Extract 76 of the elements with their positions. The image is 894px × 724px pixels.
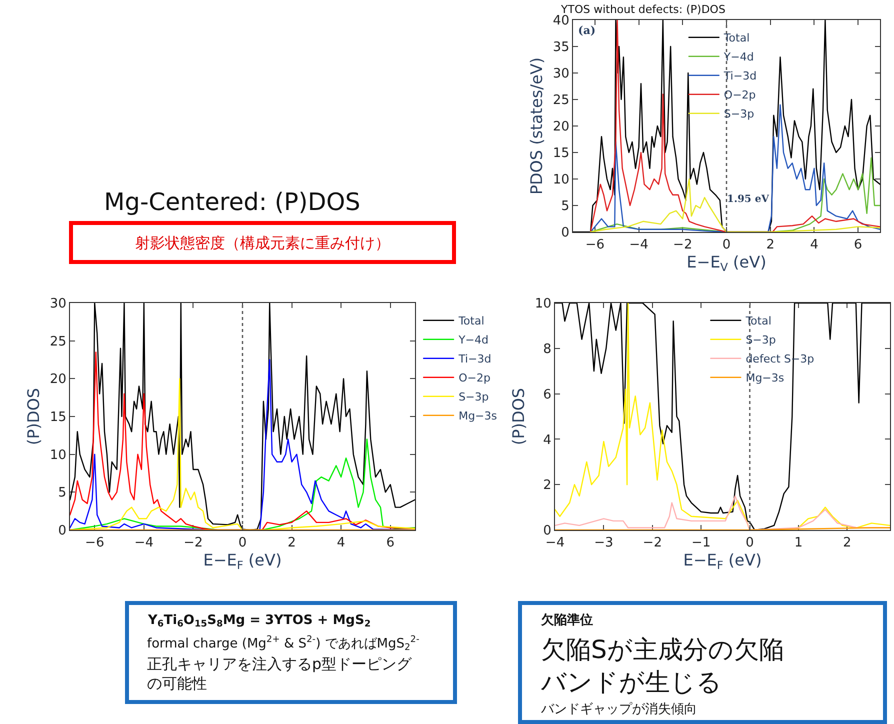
line-series [70, 438, 415, 530]
legend-label: Total [744, 314, 772, 328]
y-axis-title: (P)DOS [508, 388, 528, 446]
x-tick-label: 2 [843, 536, 852, 551]
line-series [70, 303, 415, 530]
x-tick-label: −3 [594, 536, 614, 551]
x-tick-label: 2 [288, 536, 296, 551]
x-tick-label: 0 [238, 536, 247, 551]
y-tick-label: 20 [50, 372, 66, 388]
annotation: (a) [578, 24, 596, 37]
y-tick-label: 15 [552, 146, 570, 162]
y-tick-label: 35 [552, 40, 570, 56]
y-tick-label: 40 [552, 14, 570, 29]
y-tick-label: 30 [50, 296, 66, 312]
x-tick-label: 4 [336, 536, 346, 551]
legend-label: O−2p [724, 88, 756, 102]
y-tick-label: 8 [543, 342, 552, 357]
x-tick-label: −2 [673, 238, 692, 253]
y-axis-title: (P)DOS [24, 388, 43, 446]
text: バンドギャップが消失傾向 [540, 702, 697, 717]
legend-label: O−2p [458, 372, 490, 385]
x-axis-title: E−E$_{V}$ (eV) [686, 252, 766, 274]
x-tick-label: 2 [766, 238, 774, 253]
y-tick-label: 10 [552, 172, 570, 188]
text: 欠陥Sが主成分の欠陥バンドが生じる [540, 635, 784, 696]
x-tick-label: −2 [184, 536, 203, 551]
x-tick-label: 0 [722, 238, 731, 253]
x-axis-title: E−E$_{F}$ (eV) [683, 550, 762, 572]
y-tick-label: 0 [58, 524, 66, 539]
line-series [590, 104, 880, 232]
chart-title: Mg-Centered: (P)DOS [104, 188, 360, 216]
x-tick-label: 1 [794, 536, 803, 551]
x-axis-title: E−E$_{F}$ (eV) [203, 550, 282, 572]
x-tick-label: 6 [854, 238, 862, 253]
x-tick-label: −6 [85, 536, 104, 551]
chart-title: Y$_{6}$Ti$_{6}$O$_{15}$S$_{8}$Mg = 3YTOS + MgS$_{2}$ [148, 613, 371, 630]
legend-label: S−3p [746, 334, 776, 347]
y-axis-title: PDOS (states/eV) [526, 57, 546, 195]
x-tick-label: 4 [810, 238, 818, 253]
x-tick-label: −2 [642, 536, 662, 551]
x-tick-label: −4 [134, 536, 154, 551]
x-tick-label: −1 [691, 536, 711, 551]
legend-label: Total [458, 314, 484, 328]
x-tick-label: −4 [629, 238, 648, 253]
y-tick-label: 10 [50, 448, 66, 463]
x-tick-label: 6 [386, 536, 394, 551]
y-tick-label: 6 [543, 387, 552, 402]
y-tick-label: 20 [552, 120, 570, 135]
y-tick-label: 4 [543, 432, 552, 448]
x-tick-label: 0 [746, 536, 754, 551]
x-tick-label: −6 [585, 238, 605, 253]
legend-label: Y−4d [722, 50, 754, 64]
line-series [555, 303, 890, 530]
y-tick-label: 5 [58, 486, 66, 501]
annotation: 1.95 eV [727, 194, 770, 205]
y-tick-label: 2 [543, 478, 552, 494]
y-tick-label: 10 [534, 296, 552, 312]
y-tick-label: 25 [552, 93, 570, 108]
y-tick-label: 5 [561, 199, 570, 214]
text: 欠陥準位 [540, 613, 593, 628]
legend-label: S−3p [724, 108, 754, 121]
legend-label: Ti−3d [722, 70, 757, 83]
text: 正孔キャリアを注入するp型ドーピングの可能性 [147, 655, 413, 692]
chart-subtitle: 射影状態密度（構成元素に重み付け） [135, 234, 390, 252]
line-series [590, 178, 880, 232]
legend-label: Y−4d [458, 334, 488, 347]
chart-title: YTOS without defects: (P)DOS [560, 3, 726, 16]
y-tick-label: 0 [561, 226, 570, 241]
legend-label: Total [722, 32, 750, 45]
y-tick-label: 25 [50, 334, 66, 350]
legend-label: Mg−3s [746, 372, 784, 385]
y-tick-label: 30 [552, 66, 570, 82]
y-tick-label: 15 [50, 410, 66, 426]
legend-label: Ti−3d [458, 352, 492, 366]
legend-label: Mg−3s [458, 410, 498, 423]
legend-label: S−3p [458, 390, 489, 404]
